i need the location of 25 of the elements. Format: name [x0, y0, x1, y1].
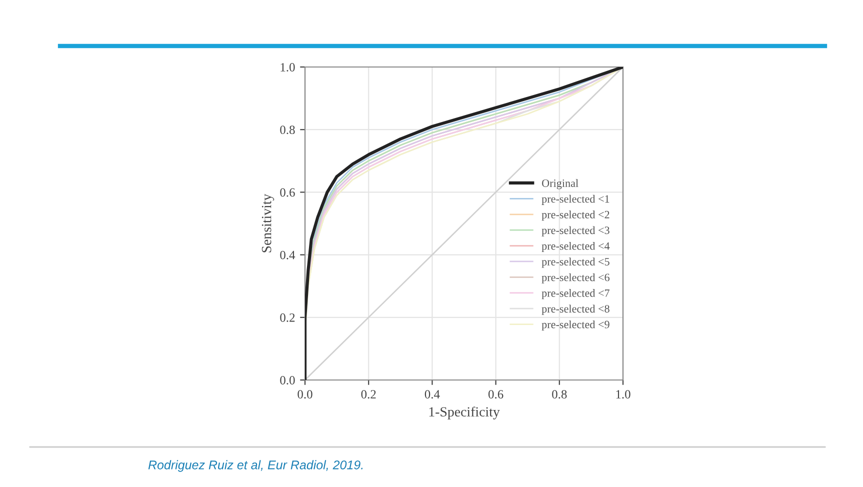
legend-label: pre-selected <8	[542, 304, 610, 315]
y-tick-label: 0.8	[280, 126, 295, 134]
x-tick-label: 0.6	[488, 390, 504, 399]
legend-label: Original	[542, 179, 578, 190]
legend-label: pre-selected <3	[542, 226, 610, 236]
legend-label: pre-selected <9	[542, 320, 610, 331]
x-tick-label: 0.2	[361, 390, 376, 399]
legend-label: pre-selected <5	[542, 258, 610, 268]
legend-label: pre-selected <7	[542, 289, 610, 300]
y-tick-label: 0.4	[280, 250, 296, 260]
x-tick-label: 0.8	[552, 390, 567, 399]
y-tick-label: 0.2	[280, 313, 295, 322]
x-tick-label: 0.0	[298, 390, 312, 399]
legend-label: pre-selected <1	[542, 194, 610, 205]
legend-label: pre-selected <4	[542, 242, 610, 252]
y-tick-label: 1.0	[280, 63, 295, 72]
text: Rodriguez Ruiz et al, Eur Radiol, 2019.	[148, 460, 363, 472]
x-tick-label: 1.0	[616, 390, 630, 399]
legend-label: pre-selected <6	[542, 273, 610, 284]
legend-label: pre-selected <2	[542, 210, 610, 221]
y-axis-title: Sensitivity	[262, 194, 274, 252]
x-tick-label: 0.4	[424, 390, 440, 399]
y-tick-label: 0.6	[280, 188, 295, 197]
y-tick-label: 0.0	[280, 376, 295, 385]
x-axis-title: 1-Specificity	[429, 406, 500, 420]
